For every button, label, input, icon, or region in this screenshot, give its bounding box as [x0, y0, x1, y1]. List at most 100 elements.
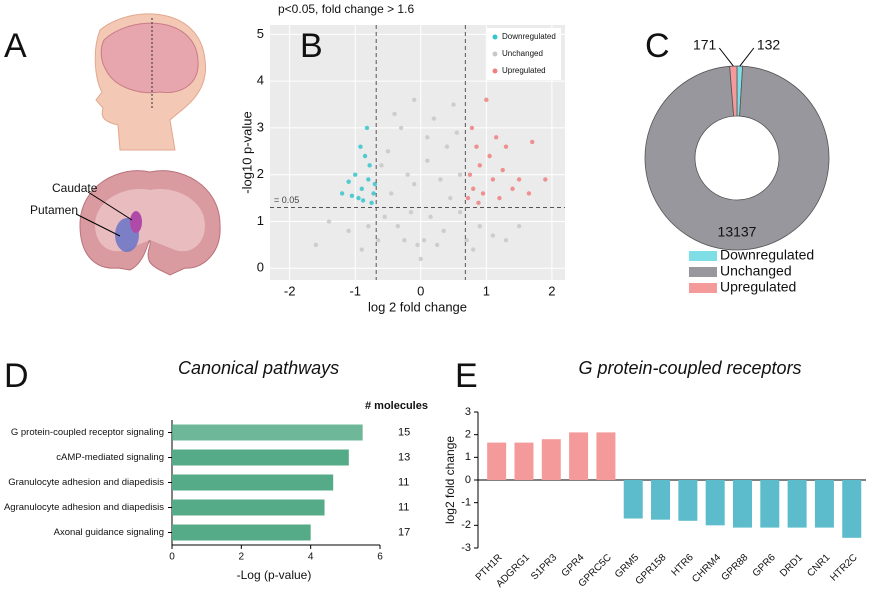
data-point: [497, 195, 502, 201]
molecule-count: 17: [398, 526, 410, 538]
head-illustration: [94, 13, 207, 151]
data-point: [353, 172, 358, 177]
y-tick-label: 3: [465, 406, 471, 418]
data-point: [474, 144, 479, 149]
bar: [596, 432, 616, 480]
x-tick-label: -1: [349, 283, 361, 298]
column-header: # molecules: [365, 400, 428, 412]
x-tick-label: GPR158: [634, 552, 669, 587]
donut-slice: [644, 65, 830, 251]
data-point: [425, 158, 430, 163]
data-point: [477, 223, 482, 229]
x-tick-label: S1PR3: [529, 552, 559, 582]
data-point: [428, 214, 433, 220]
data-point: [454, 130, 460, 135]
data-point: [392, 111, 397, 117]
data-label: 171: [693, 37, 717, 53]
region-label: Caudate: [52, 181, 98, 195]
data-point: [503, 238, 509, 243]
data-point: [421, 238, 427, 243]
data-point: [480, 191, 486, 196]
data-point: [405, 172, 410, 177]
bar: [172, 449, 349, 466]
molecule-count: 15: [398, 426, 410, 438]
data-point: [358, 144, 363, 149]
data-point: [349, 193, 355, 198]
data-point: [465, 195, 471, 201]
y-tick-label: 4: [257, 73, 264, 88]
bar: [172, 424, 363, 441]
data-point: [464, 238, 469, 243]
data-point: [444, 144, 450, 149]
data-point: [451, 102, 456, 107]
data-point: [467, 172, 473, 177]
donut-slice: [729, 65, 738, 117]
chart-title: p<0.05, fold change > 1.6: [278, 2, 414, 16]
chart-title: G protein-coupled receptors: [578, 358, 801, 378]
y-tick-label: 1: [465, 451, 471, 463]
bar: [541, 439, 561, 480]
bar: [678, 480, 698, 521]
data-point: [408, 209, 414, 215]
data-point: [339, 191, 345, 196]
molecule-count: 11: [398, 476, 409, 488]
data-point: [530, 139, 535, 145]
x-tick-label: DRD1: [778, 552, 805, 579]
legend-marker: [492, 68, 498, 74]
data-point: [500, 167, 505, 173]
y-tick-label: 2: [257, 166, 264, 181]
data-point: [367, 163, 372, 168]
x-tick-label: 6: [377, 552, 383, 563]
y-tick-label: Axonal guidance signaling: [54, 527, 164, 538]
y-tick-label: 0: [257, 260, 264, 275]
y-tick-label: 1: [257, 213, 264, 228]
data-point: [359, 186, 364, 191]
data-point: [438, 177, 443, 182]
data-point: [543, 177, 548, 182]
y-tick-label: -1: [461, 497, 471, 509]
data-point: [359, 247, 364, 252]
data-point: [362, 153, 368, 159]
legend-marker: [492, 51, 498, 57]
data-point: [369, 200, 374, 205]
x-tick-label: CHRM4: [690, 552, 723, 585]
data-point: [457, 209, 463, 215]
legend-swatch: [689, 251, 717, 261]
bar: [705, 480, 725, 526]
legend-label: Upregulated: [720, 279, 796, 295]
y-tick-label: G protein-coupled receptor signaling: [11, 427, 164, 438]
data-point: [425, 135, 430, 140]
y-tick-label: 3: [257, 119, 264, 134]
y-axis-label: -log10 p-value: [239, 111, 254, 193]
bar: [172, 499, 325, 516]
panel-label: B: [300, 27, 323, 65]
data-point: [490, 177, 496, 182]
y-tick-label: -2: [461, 519, 471, 531]
molecule-count: 11: [398, 501, 409, 513]
y-tick-label: -3: [461, 542, 471, 554]
x-tick-label: 0: [417, 283, 424, 298]
y-axis-label: log2 fold change: [443, 436, 457, 524]
data-point: [441, 228, 446, 234]
data-point: [366, 223, 371, 229]
data-point: [346, 179, 351, 184]
y-tick-label: 2: [465, 429, 471, 441]
data-point: [313, 242, 319, 248]
legend-marker: [492, 34, 498, 40]
legend-swatch: [689, 267, 717, 277]
data-point: [516, 177, 522, 182]
data-point: [469, 125, 475, 131]
x-axis-label: log 2 fold change: [368, 299, 467, 314]
legend-label: Downregulated: [502, 32, 556, 41]
data-point: [412, 97, 417, 103]
x-tick-label: 1: [483, 283, 490, 298]
data-point: [371, 191, 376, 196]
bar: [172, 524, 311, 541]
brain-section-illustration: [75, 170, 221, 276]
chart-title: Canonical pathways: [178, 358, 339, 378]
bar: [172, 474, 334, 491]
bar: [732, 480, 752, 528]
data-label: 13137: [718, 224, 757, 240]
data-point: [476, 200, 481, 205]
